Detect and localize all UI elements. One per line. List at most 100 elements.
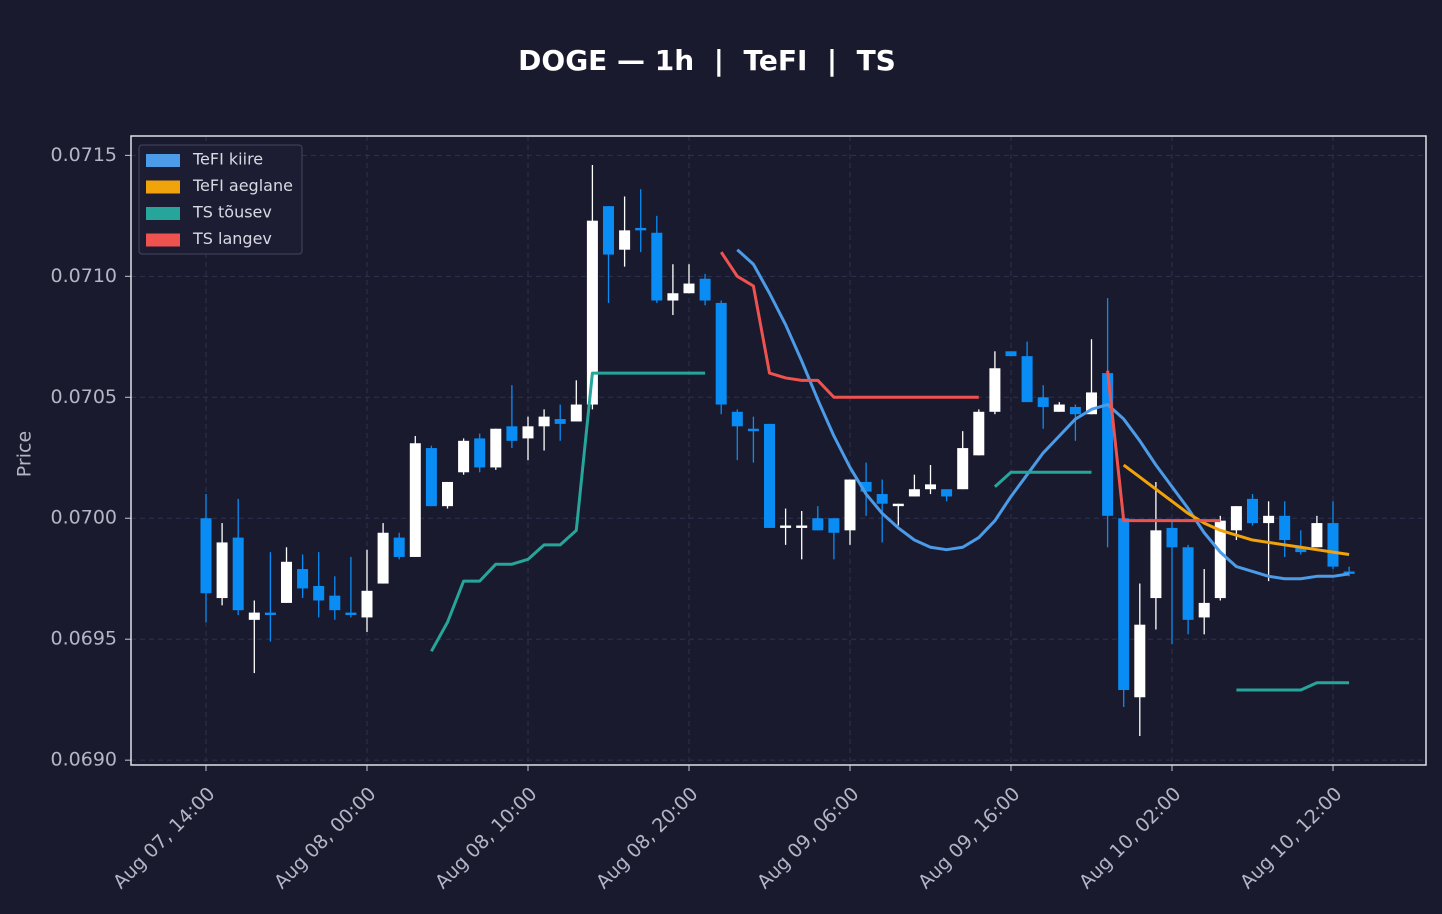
candle-body <box>1343 571 1355 574</box>
candle-body <box>715 302 727 405</box>
candle-body <box>1150 530 1162 599</box>
y-tick-label: 0.0700 <box>51 507 117 529</box>
candle-body <box>1327 523 1339 567</box>
candle-body <box>1086 392 1097 415</box>
candle-body <box>1102 373 1114 516</box>
candle-body <box>1198 602 1210 618</box>
candle-body <box>651 232 663 301</box>
y-tick-label: 0.0695 <box>51 628 117 650</box>
candle-body <box>458 440 470 473</box>
indicator-line <box>736 248 1350 581</box>
candle-body <box>281 561 292 603</box>
candle-body <box>345 612 357 616</box>
candle-body <box>200 518 212 594</box>
chart-title: DOGE — 1h | TeFI | TS <box>518 44 896 77</box>
candle-body <box>796 525 808 528</box>
candle-body <box>925 484 936 490</box>
candle-body <box>812 518 824 531</box>
candle-body <box>1230 506 1242 531</box>
legend-swatch <box>146 207 180 220</box>
candle-body <box>989 368 1001 412</box>
candle-body <box>941 489 953 497</box>
candle-body <box>876 494 888 504</box>
candle-body <box>667 293 679 301</box>
candle-body <box>232 537 244 611</box>
candle-body <box>1247 498 1258 524</box>
candle-body <box>425 448 437 507</box>
candle-body <box>1134 624 1146 698</box>
candle-body <box>731 411 743 427</box>
candle-body <box>1118 518 1130 691</box>
candle-body <box>393 537 405 557</box>
plot-frame <box>130 135 1427 766</box>
candle-body <box>377 532 389 584</box>
candle-body <box>490 428 502 468</box>
legend-swatch <box>146 154 180 167</box>
candle-body <box>264 612 276 616</box>
candle-body <box>409 443 421 557</box>
candle-body <box>313 585 325 601</box>
y-axis-label: Price <box>14 431 36 477</box>
candle-body <box>1279 515 1291 541</box>
indicator-line <box>719 251 979 399</box>
candle-body <box>538 416 550 427</box>
candle-body <box>892 503 904 507</box>
legend-label: TS tõusev <box>192 203 272 222</box>
y-tick-label: 0.0715 <box>51 144 117 166</box>
candle-body <box>699 278 711 301</box>
candle-body <box>860 481 872 492</box>
candle-body <box>1263 515 1275 524</box>
candle-body <box>619 230 631 250</box>
candle-body <box>1005 351 1017 357</box>
candle-body <box>1182 547 1194 620</box>
candle-body <box>1295 547 1307 553</box>
candle-body <box>764 423 775 528</box>
candle-body <box>442 481 453 507</box>
candle-body <box>554 419 566 424</box>
candle-body <box>603 206 614 255</box>
candle-body <box>844 479 856 531</box>
indicator-line <box>1122 463 1350 557</box>
legend-swatch <box>146 233 180 247</box>
candle-body <box>216 542 228 599</box>
candle-body <box>586 220 598 405</box>
candle-body <box>1037 397 1049 407</box>
y-tick-label: 0.0690 <box>51 749 117 771</box>
candle-body <box>908 489 920 497</box>
candle-body <box>973 411 985 456</box>
candle-body <box>828 518 840 533</box>
candle-body <box>683 283 695 294</box>
plot-area <box>131 136 1426 765</box>
legend: TeFI kiire TeFI aeglane TS tõusev TS langev <box>138 144 303 255</box>
candle-body <box>361 590 373 618</box>
legend-swatch <box>146 180 180 194</box>
candle-body <box>570 404 582 422</box>
y-tick-label: 0.0710 <box>51 265 117 287</box>
legend-label: TS langev <box>192 229 272 248</box>
indicator-line <box>1236 681 1350 692</box>
candle-body <box>1021 356 1033 403</box>
candle-body <box>1214 520 1226 599</box>
indicator-line <box>993 470 1092 488</box>
candle-body <box>1053 404 1065 412</box>
candle-body <box>506 426 518 441</box>
candle-body <box>329 595 341 611</box>
candle-body <box>635 227 647 231</box>
legend-label: TeFI kiire <box>192 150 263 169</box>
candle-body <box>522 426 534 439</box>
y-tick-label: 0.0705 <box>51 386 117 408</box>
legend-label: TeFI aeglane <box>192 176 293 195</box>
candle-body <box>1069 406 1081 415</box>
candle-body <box>957 448 969 490</box>
candle-body <box>297 569 309 589</box>
candle-body <box>780 525 792 528</box>
candle-body <box>1166 527 1178 548</box>
candle-body <box>474 438 486 468</box>
legend-box <box>138 144 303 255</box>
candle-body <box>248 612 260 620</box>
candle-body <box>747 428 759 432</box>
indicator-line <box>430 371 706 653</box>
indicator-line <box>1106 370 1221 523</box>
candle-body <box>1311 523 1323 548</box>
